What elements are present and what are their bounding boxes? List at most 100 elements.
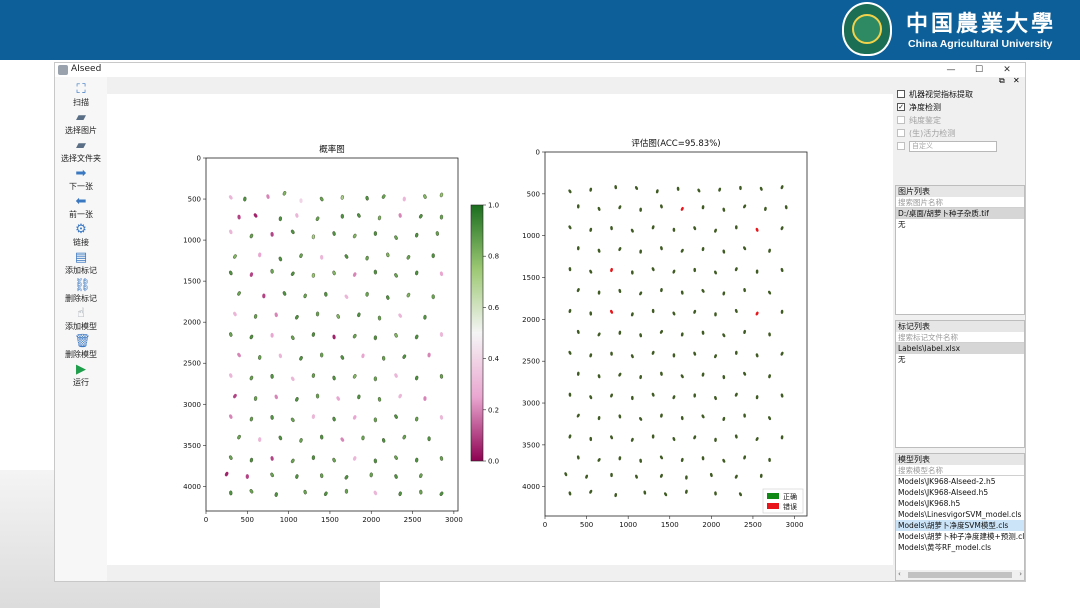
probability-seed-point bbox=[439, 192, 444, 198]
scroll-thumb[interactable] bbox=[908, 572, 1012, 578]
checkbox-purity-test[interactable]: ✓ 净度检测 bbox=[897, 102, 1023, 114]
probability-y-tick-label: 0 bbox=[197, 155, 201, 163]
toolbar-button-10[interactable]: ▶ 运行 bbox=[55, 363, 107, 391]
toolbar-button-label: 选择图片 bbox=[65, 126, 97, 135]
image-search-input[interactable]: 搜索图片名称 bbox=[896, 197, 1024, 208]
probability-seed-point bbox=[290, 229, 295, 235]
toolbar-button-9[interactable]: 🗑 删除模型 bbox=[55, 335, 107, 363]
evaluation-correct-point bbox=[734, 308, 738, 314]
evaluation-correct-point bbox=[639, 249, 642, 254]
probability-seed-point bbox=[229, 270, 233, 276]
evaluation-correct-point bbox=[651, 267, 655, 272]
evaluation-y-tick-label: 2000 bbox=[522, 316, 540, 324]
probability-seed-point bbox=[439, 491, 444, 497]
probability-seed-point bbox=[431, 294, 435, 300]
probability-seed-point bbox=[299, 198, 303, 204]
scroll-right-arrow[interactable]: › bbox=[1019, 570, 1022, 578]
hand-icon: ☝ bbox=[77, 306, 85, 321]
toolbar-button-4[interactable]: ⬅ 前一张 bbox=[55, 195, 107, 223]
label-search-input[interactable]: 搜索标记文件名称 bbox=[896, 332, 1024, 343]
checkbox-box-checked[interactable]: ✓ bbox=[897, 103, 905, 111]
model-list-item[interactable]: Models\JK968-AIseed-2.h5 bbox=[898, 477, 996, 486]
evaluation-correct-point bbox=[655, 189, 659, 194]
probability-seed-point bbox=[394, 373, 398, 378]
dock-close-button[interactable]: ✕ bbox=[1013, 76, 1020, 85]
dock-float-button[interactable]: ⧉ bbox=[999, 76, 1005, 85]
model-list-item-selected[interactable]: Models\胡萝卜净度SVM模型.cls bbox=[896, 520, 1024, 531]
probability-seed-point bbox=[237, 214, 241, 220]
toolbar-button-label: 添加标记 bbox=[65, 266, 97, 275]
horizontal-scrollbar[interactable]: ‹ › bbox=[896, 570, 1024, 580]
toolbar-button-0[interactable]: ⛶ 扫描 bbox=[55, 83, 107, 111]
evaluation-correct-point bbox=[743, 287, 746, 293]
evaluation-correct-point bbox=[631, 395, 634, 401]
toolbar-button-8[interactable]: ☝ 添加模型 bbox=[55, 307, 107, 335]
probability-seed-point bbox=[282, 291, 287, 296]
evaluation-correct-point bbox=[680, 416, 684, 421]
probability-seed-point bbox=[332, 231, 336, 236]
probability-y-tick-label: 1500 bbox=[183, 278, 201, 286]
figure-svg: 概率图 0 500 1000 1500 2000 2500 3000 0 500 1000 1500 2… bbox=[183, 138, 808, 529]
image-icon: ▰ bbox=[76, 110, 86, 125]
model-list-item[interactable]: Models\LinesvigorSVM_model.cls bbox=[898, 510, 1022, 519]
probability-seed-point bbox=[427, 352, 431, 358]
probability-seed-point bbox=[320, 473, 324, 479]
probability-seed-point bbox=[431, 253, 435, 259]
checkbox-box[interactable] bbox=[897, 90, 905, 98]
probability-seed-point bbox=[299, 253, 303, 259]
trash-icon: 🗑 bbox=[74, 334, 91, 349]
toolbar-button-7[interactable]: ⛓ 删除标记 bbox=[55, 279, 107, 307]
evaluation-correct-point bbox=[651, 392, 655, 397]
label-list-title: 标记列表 bbox=[896, 321, 1024, 332]
toolbar-button-2[interactable]: ▰ 选择文件夹 bbox=[55, 139, 107, 167]
label-list-item[interactable]: 无 bbox=[898, 355, 906, 364]
checkbox-label: 机器视觉指标提取 bbox=[909, 90, 973, 99]
probability-seed-point bbox=[353, 272, 357, 277]
model-list-item[interactable]: Models\JK968-AIseed.h5 bbox=[898, 488, 989, 497]
probability-plot-frame bbox=[205, 157, 459, 512]
probability-seed-point bbox=[439, 214, 444, 220]
toolbar-button-1[interactable]: ▰ 选择图片 bbox=[55, 111, 107, 139]
probability-seed-point bbox=[229, 229, 233, 235]
model-search-input[interactable]: 搜索模型名称 bbox=[896, 465, 1024, 476]
model-list-item[interactable]: Models\黄芩RF_model.cls bbox=[898, 543, 992, 552]
evaluation-correct-point bbox=[576, 204, 580, 209]
evaluation-correct-point bbox=[660, 246, 663, 251]
probability-seed-point bbox=[340, 355, 345, 360]
probability-seed-point bbox=[290, 458, 295, 464]
toolbar-button-6[interactable]: ▤ 添加标记 bbox=[55, 251, 107, 279]
probability-seed-point bbox=[229, 332, 233, 337]
evaluation-correct-point bbox=[639, 375, 642, 380]
custom-input[interactable]: 自定义 bbox=[909, 141, 997, 152]
probability-seed-point bbox=[290, 417, 295, 423]
label-list-item[interactable]: Labels\label.xlsx bbox=[896, 343, 1024, 354]
evaluation-y-tick-label: 1500 bbox=[522, 274, 540, 282]
probability-y-tick-label: 2500 bbox=[183, 360, 201, 368]
scroll-left-arrow[interactable]: ‹ bbox=[898, 570, 901, 578]
probability-seed-point bbox=[373, 376, 377, 382]
close-button[interactable]: ✕ bbox=[1003, 65, 1011, 75]
image-list-item[interactable]: D:/桌面/胡萝卜种子杂质.tif bbox=[896, 208, 1024, 219]
probability-seed-point bbox=[249, 457, 254, 463]
probability-seed-point bbox=[233, 254, 237, 259]
probability-seed-point bbox=[398, 491, 402, 497]
probability-y-tick-label: 3000 bbox=[183, 401, 201, 409]
maximize-button[interactable]: ☐ bbox=[974, 65, 984, 75]
model-list-item[interactable]: Models\胡萝卜种子净度建模+预测.cls bbox=[898, 532, 1024, 541]
probability-seed-point bbox=[365, 195, 369, 201]
probability-seed-point bbox=[340, 213, 344, 219]
probability-seed-point bbox=[270, 268, 274, 274]
model-list-item[interactable]: Models\JK968.h5 bbox=[898, 499, 961, 508]
image-list-item[interactable]: 无 bbox=[898, 220, 906, 229]
probability-y-tick-label: 500 bbox=[188, 196, 201, 204]
probability-seed-point bbox=[357, 312, 361, 318]
toolbar-button-5[interactable]: ⚙ 链接 bbox=[55, 223, 107, 251]
probability-seed-point bbox=[249, 489, 254, 494]
minimize-button[interactable]: — bbox=[946, 65, 956, 75]
checkbox-feature-extraction[interactable]: 机器视觉指标提取 bbox=[897, 89, 1023, 101]
evaluation-correct-point bbox=[685, 489, 688, 494]
toolbar-button-3[interactable]: ➡ 下一张 bbox=[55, 167, 107, 195]
evaluation-correct-point bbox=[780, 226, 784, 231]
evaluation-correct-point bbox=[568, 350, 572, 355]
evaluation-correct-point bbox=[743, 329, 746, 334]
